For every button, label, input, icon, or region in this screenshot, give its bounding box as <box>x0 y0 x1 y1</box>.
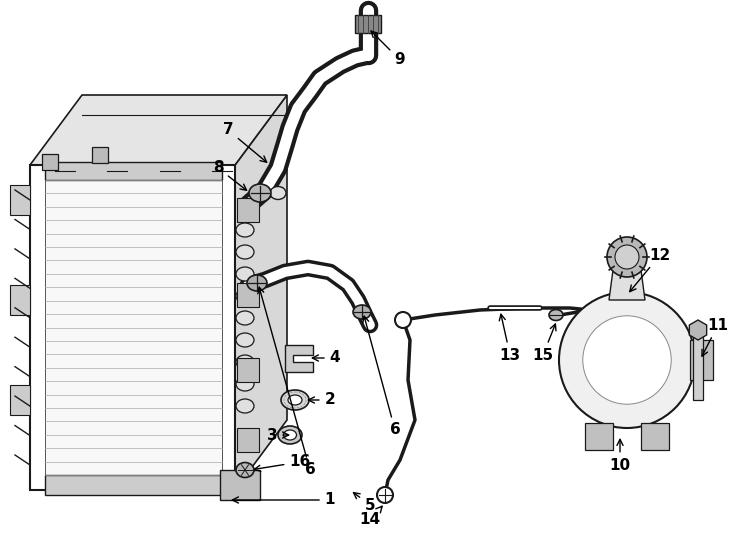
Text: 11: 11 <box>702 318 729 356</box>
Polygon shape <box>220 470 260 500</box>
Polygon shape <box>585 423 613 450</box>
Polygon shape <box>92 147 108 163</box>
Polygon shape <box>690 340 713 380</box>
Polygon shape <box>30 165 235 490</box>
Polygon shape <box>641 423 669 450</box>
Ellipse shape <box>236 311 254 325</box>
Text: 4: 4 <box>313 350 341 366</box>
Polygon shape <box>10 185 30 215</box>
Text: 10: 10 <box>609 440 631 472</box>
Text: 12: 12 <box>630 247 671 292</box>
Polygon shape <box>237 198 259 222</box>
Polygon shape <box>285 345 313 372</box>
Polygon shape <box>237 358 259 382</box>
Polygon shape <box>30 95 287 165</box>
Ellipse shape <box>270 186 286 199</box>
Ellipse shape <box>236 333 254 347</box>
Text: 7: 7 <box>222 123 266 162</box>
Text: 9: 9 <box>371 31 405 68</box>
Circle shape <box>607 237 647 277</box>
Text: 15: 15 <box>532 324 556 362</box>
Ellipse shape <box>236 462 254 477</box>
Ellipse shape <box>236 355 254 369</box>
Polygon shape <box>42 154 58 170</box>
Ellipse shape <box>236 267 254 281</box>
Polygon shape <box>10 385 30 415</box>
Text: 2: 2 <box>308 393 335 408</box>
Text: 6: 6 <box>363 316 400 437</box>
Text: 16: 16 <box>254 455 310 471</box>
Ellipse shape <box>281 390 309 410</box>
Circle shape <box>559 292 695 428</box>
Polygon shape <box>237 428 259 452</box>
Text: 14: 14 <box>360 506 382 528</box>
Polygon shape <box>10 285 30 315</box>
Ellipse shape <box>283 430 297 440</box>
Text: 6: 6 <box>258 287 316 477</box>
Ellipse shape <box>278 426 302 444</box>
Circle shape <box>377 487 393 503</box>
Ellipse shape <box>288 395 302 405</box>
Polygon shape <box>45 162 222 180</box>
Polygon shape <box>235 95 287 490</box>
Ellipse shape <box>549 309 563 321</box>
Polygon shape <box>237 283 259 307</box>
Ellipse shape <box>353 305 371 319</box>
Circle shape <box>583 316 671 404</box>
Ellipse shape <box>236 377 254 391</box>
Ellipse shape <box>236 245 254 259</box>
Polygon shape <box>689 320 707 340</box>
Ellipse shape <box>236 289 254 303</box>
Text: 8: 8 <box>213 160 247 190</box>
Ellipse shape <box>236 223 254 237</box>
Text: 13: 13 <box>499 314 520 362</box>
Text: 1: 1 <box>233 492 335 508</box>
Circle shape <box>395 312 411 328</box>
Ellipse shape <box>247 275 267 291</box>
Circle shape <box>615 245 639 269</box>
Text: 5: 5 <box>354 492 375 512</box>
Ellipse shape <box>236 399 254 413</box>
Polygon shape <box>355 15 381 33</box>
Polygon shape <box>45 180 222 475</box>
Polygon shape <box>609 270 645 300</box>
Text: 3: 3 <box>266 428 288 442</box>
Polygon shape <box>45 475 222 495</box>
Ellipse shape <box>249 184 271 202</box>
Bar <box>693 335 703 400</box>
